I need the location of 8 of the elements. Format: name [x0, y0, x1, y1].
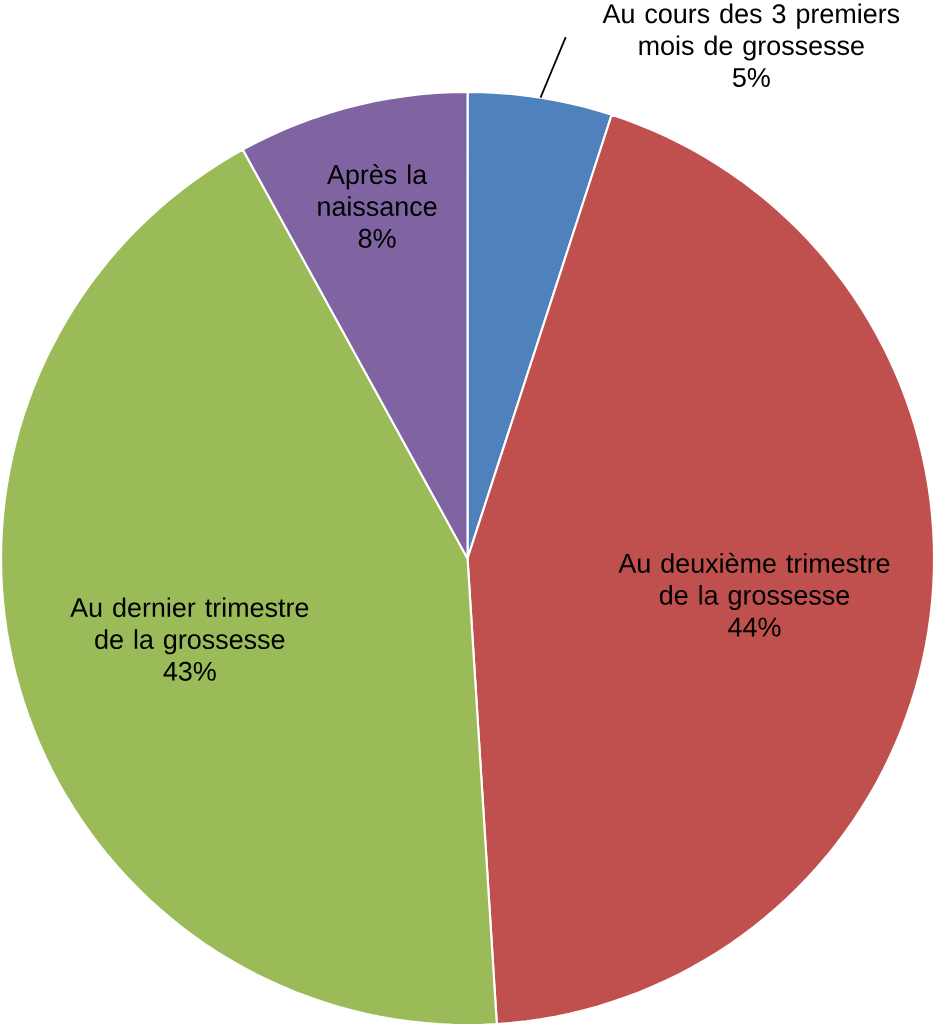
data-label: 5% — [732, 68, 770, 88]
data-label: 44% — [727, 617, 781, 637]
data-label: 43% — [163, 661, 216, 681]
slice-label: Au deuxième trimestre de la grossesse — [618, 552, 890, 611]
slice-label: Au cours des 3 premiers mois de grossesse — [602, 3, 899, 61]
slice-label: Après la naissance — [318, 164, 437, 217]
slice-label: Au dernier trimestre de la grossesse — [70, 597, 309, 655]
data-label: 8% — [358, 228, 396, 248]
